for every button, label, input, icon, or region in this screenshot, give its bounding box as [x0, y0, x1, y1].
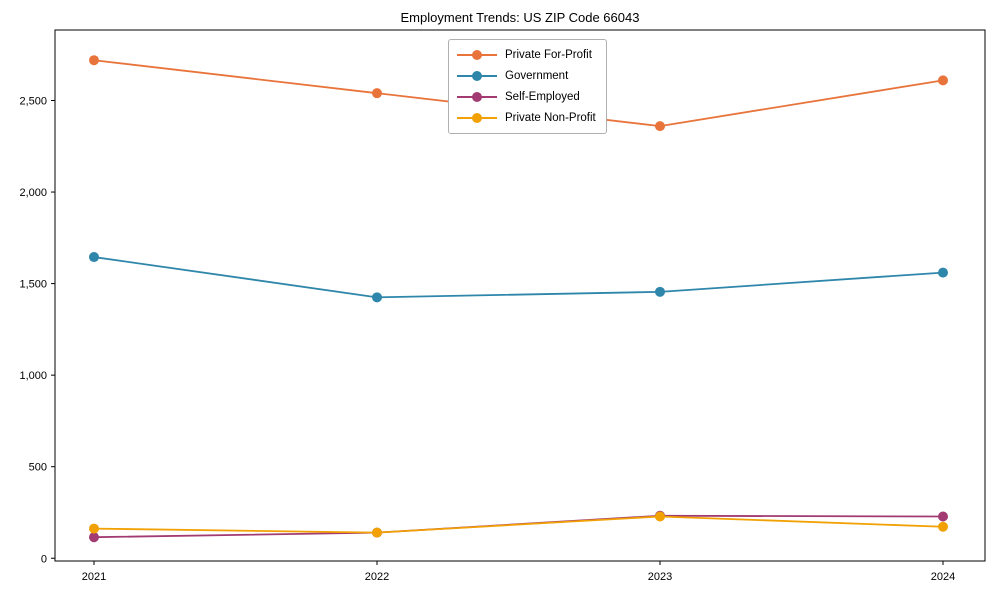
series-line-private-non-profit [93, 515, 944, 534]
legend-marker-icon [457, 110, 497, 126]
legend-label: Private Non-Profit [505, 112, 596, 124]
data-point-private-non-profit [655, 511, 665, 522]
data-point-government [89, 252, 99, 263]
legend-marker-icon [457, 47, 497, 63]
x-tick-label: 2022 [365, 571, 389, 583]
y-tick-label: 1,500 [19, 279, 47, 291]
legend: Private For-Profit Government Self-Employe… [448, 39, 607, 134]
x-tick-label: 2024 [931, 571, 955, 583]
legend-label: Private For-Profit [505, 49, 592, 61]
legend-label: Government [505, 70, 569, 82]
data-point-government [938, 267, 948, 278]
plot-frame [54, 29, 986, 562]
legend-item-government: Government [457, 68, 596, 84]
y-tick-label: 0 [41, 553, 47, 565]
y-tick-label: 2,000 [19, 187, 47, 199]
legend-item-private-for-profit: Private For-Profit [457, 47, 596, 63]
legend-marker-icon [457, 68, 497, 84]
x-tick-label: 2021 [82, 571, 106, 583]
legend-label: Self-Employed [505, 91, 580, 103]
data-point-government [372, 292, 382, 303]
legend-item-self-employed: Self-Employed [457, 89, 596, 105]
legend-marker-icon [457, 89, 497, 105]
legend-dot-swatch [472, 50, 482, 60]
y-tick-label: 2,500 [19, 95, 47, 107]
legend-dot-swatch [472, 113, 482, 123]
data-point-private-for-profit [372, 88, 382, 99]
data-point-private-for-profit [89, 55, 99, 66]
data-point-self-employed [938, 511, 948, 522]
y-tick-label: 1,000 [19, 370, 47, 382]
data-point-private-non-profit [89, 523, 99, 534]
data-point-private-for-profit [655, 121, 665, 132]
chart-title: Employment Trends: US ZIP Code 66043 [400, 10, 640, 25]
legend-dot-swatch [472, 92, 482, 102]
data-point-self-employed [89, 532, 99, 543]
data-point-government [655, 286, 665, 297]
y-tick-label: 500 [29, 462, 47, 474]
legend-item-private-non-profit: Private Non-Profit [457, 110, 596, 126]
data-point-private-non-profit [938, 521, 948, 532]
x-tick-label: 2023 [648, 571, 672, 583]
series-line-government [93, 256, 944, 299]
series-line-self-employed [93, 514, 944, 539]
data-point-private-non-profit [372, 527, 382, 538]
legend-dot-swatch [472, 71, 482, 81]
data-point-private-for-profit [938, 75, 948, 86]
